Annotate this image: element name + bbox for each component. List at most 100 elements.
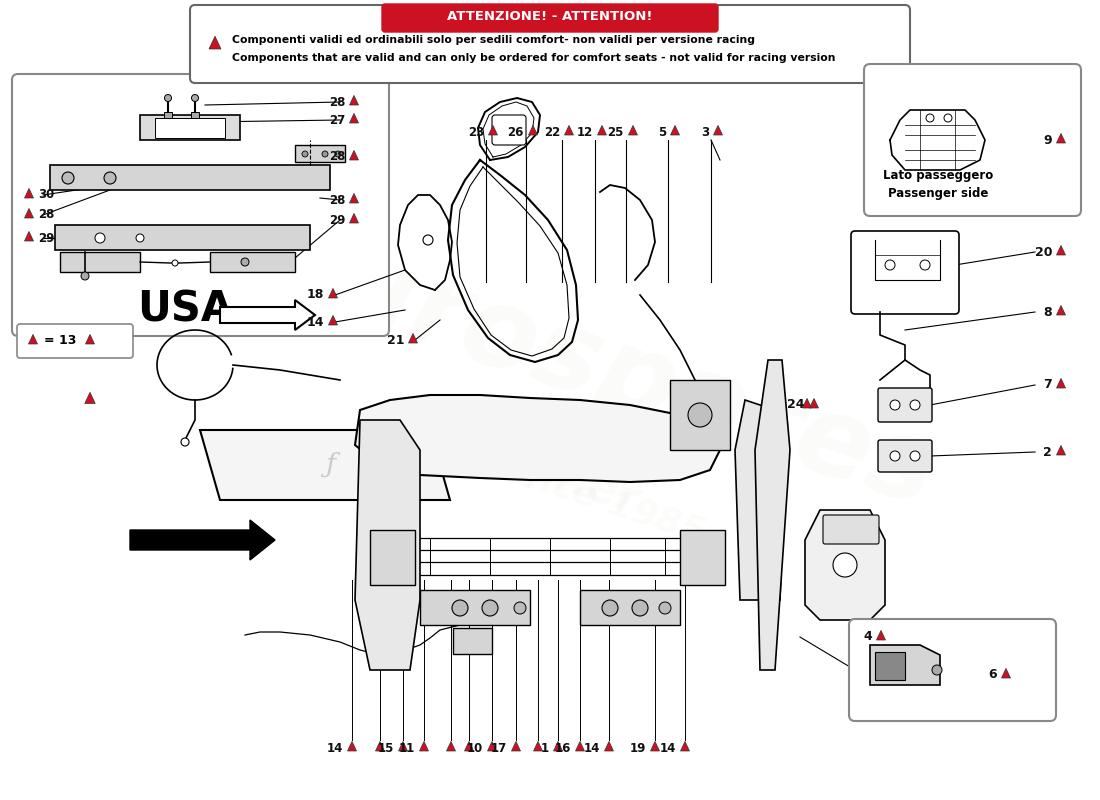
Polygon shape	[755, 360, 790, 670]
Polygon shape	[50, 165, 330, 190]
Bar	[155, 118, 226, 138]
Polygon shape	[488, 126, 497, 135]
Polygon shape	[408, 334, 418, 343]
Text: 9: 9	[1044, 134, 1052, 146]
Circle shape	[336, 151, 341, 157]
Polygon shape	[55, 225, 310, 250]
FancyBboxPatch shape	[12, 74, 389, 336]
Text: 11: 11	[398, 742, 415, 754]
Text: 17: 17	[491, 742, 507, 754]
Text: 27: 27	[329, 114, 345, 126]
Text: USA: USA	[136, 289, 233, 331]
Polygon shape	[512, 742, 520, 751]
Polygon shape	[86, 334, 95, 344]
Text: 1: 1	[541, 742, 549, 754]
Polygon shape	[564, 126, 573, 135]
FancyBboxPatch shape	[849, 619, 1056, 721]
Text: 14: 14	[660, 742, 676, 754]
Circle shape	[659, 602, 671, 614]
Polygon shape	[348, 742, 356, 751]
Text: 12: 12	[576, 126, 593, 138]
Circle shape	[920, 260, 929, 270]
Text: 18: 18	[307, 289, 324, 302]
Polygon shape	[1056, 134, 1066, 143]
Polygon shape	[329, 315, 338, 325]
Polygon shape	[681, 742, 690, 751]
Polygon shape	[735, 400, 785, 600]
Circle shape	[191, 94, 198, 102]
Polygon shape	[350, 214, 359, 223]
Polygon shape	[487, 742, 496, 751]
Text: 29: 29	[39, 231, 54, 245]
Circle shape	[890, 400, 900, 410]
Polygon shape	[210, 252, 295, 272]
Polygon shape	[464, 742, 473, 751]
Polygon shape	[580, 590, 680, 625]
Polygon shape	[140, 115, 240, 140]
Circle shape	[910, 400, 920, 410]
Polygon shape	[355, 395, 720, 482]
Bar	[874, 652, 905, 680]
Circle shape	[890, 451, 900, 461]
FancyBboxPatch shape	[823, 515, 879, 544]
Polygon shape	[350, 95, 359, 105]
Text: 28: 28	[39, 209, 54, 222]
Text: 28: 28	[329, 150, 345, 163]
Bar	[680, 530, 725, 585]
Circle shape	[81, 272, 89, 280]
FancyBboxPatch shape	[878, 388, 932, 422]
FancyBboxPatch shape	[851, 231, 959, 314]
Text: 16: 16	[554, 742, 571, 754]
Polygon shape	[803, 398, 812, 408]
Polygon shape	[650, 742, 660, 751]
Polygon shape	[671, 126, 680, 135]
Circle shape	[62, 172, 74, 184]
Text: 2: 2	[1043, 446, 1052, 458]
FancyBboxPatch shape	[864, 64, 1081, 216]
Polygon shape	[295, 145, 345, 162]
FancyBboxPatch shape	[382, 4, 718, 32]
Circle shape	[632, 600, 648, 616]
Text: 14: 14	[584, 742, 600, 754]
FancyBboxPatch shape	[492, 115, 526, 145]
Polygon shape	[870, 645, 940, 685]
Text: 14: 14	[307, 315, 324, 329]
Polygon shape	[419, 742, 429, 751]
Text: 25: 25	[607, 126, 624, 138]
Polygon shape	[375, 742, 385, 751]
Polygon shape	[24, 208, 33, 218]
FancyBboxPatch shape	[16, 324, 133, 358]
Circle shape	[944, 114, 952, 122]
Circle shape	[241, 258, 249, 266]
Polygon shape	[130, 520, 275, 560]
Polygon shape	[220, 300, 315, 330]
Polygon shape	[575, 742, 584, 751]
Text: 3: 3	[701, 126, 710, 138]
Text: Componenti validi ed ordinabili solo per sedili comfort- non validi per versione: Componenti validi ed ordinabili solo per…	[232, 35, 755, 45]
Circle shape	[424, 235, 433, 245]
Circle shape	[104, 172, 116, 184]
Text: 6: 6	[989, 669, 997, 682]
Polygon shape	[1056, 246, 1066, 255]
Polygon shape	[714, 126, 723, 135]
Polygon shape	[85, 392, 96, 403]
Circle shape	[95, 233, 104, 243]
Polygon shape	[398, 742, 407, 751]
Polygon shape	[528, 126, 538, 135]
FancyBboxPatch shape	[878, 440, 932, 472]
Text: 21: 21	[386, 334, 404, 346]
Polygon shape	[1056, 306, 1066, 315]
Text: 4: 4	[864, 630, 872, 643]
Circle shape	[452, 600, 468, 616]
Polygon shape	[805, 510, 886, 620]
Text: eurospares: eurospares	[250, 210, 950, 530]
Circle shape	[182, 438, 189, 446]
Polygon shape	[29, 334, 37, 344]
Text: ƒ: ƒ	[324, 451, 336, 478]
Bar	[191, 112, 199, 120]
Polygon shape	[534, 742, 542, 751]
Text: Components that are valid and can only be ordered for comfort seats - not valid : Components that are valid and can only b…	[232, 53, 836, 63]
Circle shape	[833, 553, 857, 577]
Polygon shape	[597, 126, 606, 135]
Polygon shape	[1056, 378, 1066, 388]
